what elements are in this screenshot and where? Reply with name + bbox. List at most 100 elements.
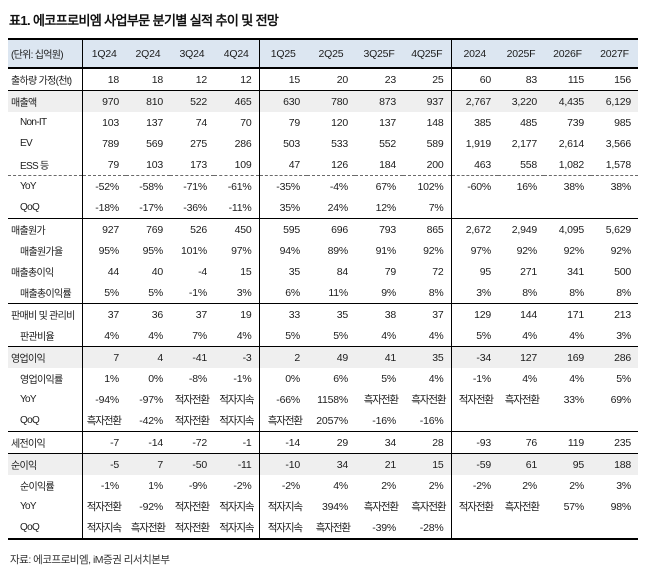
table-row: YoY 적자전환 -92% 적자전환 적자지속 적자지속 394% 흑자전환 흑자전환 적자전환 흑…: [8, 496, 638, 517]
row-label: 매출액: [8, 90, 83, 112]
row-label: 순이익률: [8, 475, 83, 496]
value-cell: 97%: [470, 244, 492, 257]
value-cell: 92%: [610, 244, 632, 257]
row-label: YoY: [8, 175, 83, 197]
value-cell: 144: [498, 303, 544, 325]
table-row: 매출원가 927 769 526 450 595 696 793 865 2,672 2,949 4,…: [8, 218, 638, 240]
value-cell: [498, 197, 544, 219]
value-cell: 0%: [148, 372, 163, 385]
value-cell: -10: [259, 453, 307, 475]
value-cell: 적자지속: [86, 522, 122, 534]
value-cell: -2%: [281, 479, 300, 492]
value-cell: [591, 197, 638, 219]
value-cell: 적자전환: [174, 522, 210, 534]
value-cell: 137: [379, 116, 396, 129]
table-row: 순이익 -5 7 -50 -11 -10 34 21 15 -59 61 95 188: [8, 453, 638, 475]
value-cell: 8%: [616, 286, 631, 299]
table-row: 매출총이익 44 40 -4 15 35 84 79 72 95 271 341 500: [8, 261, 638, 282]
value-cell: 275: [190, 137, 207, 150]
value-cell: 91%: [375, 244, 397, 257]
value-cell: 76: [498, 431, 544, 454]
value-cell: 적자전환: [458, 394, 494, 406]
value-cell: -52%: [82, 175, 126, 197]
table-row: QoQ 흑자전환 -42% 적자전환 적자지속 흑자전환 2057% -16% -16%: [8, 410, 638, 432]
value-cell: 793: [355, 218, 403, 240]
value-cell: 5%: [104, 286, 119, 299]
value-cell: -14: [126, 431, 170, 454]
value-cell: 115: [567, 73, 584, 86]
value-cell: 97%: [214, 240, 260, 261]
value-cell: -97%: [139, 393, 163, 406]
value-cell: 235: [591, 431, 638, 454]
value-cell: 적자지속: [214, 517, 260, 539]
value-cell: 15: [288, 73, 300, 86]
row-label: 매출원가: [8, 218, 83, 240]
value-cell: 2,767: [451, 90, 498, 112]
value-cell: 2,614: [558, 137, 584, 150]
value-cell: 적자지속: [267, 522, 303, 534]
value-cell: 34: [307, 453, 355, 475]
value-cell: 3%: [616, 479, 631, 492]
value-cell: 1158%: [317, 393, 348, 406]
value-cell: 60: [479, 73, 491, 86]
value-cell: 적자지속: [267, 501, 303, 513]
value-cell: 4%: [148, 329, 163, 342]
value-cell: 630: [259, 90, 307, 112]
value-cell: 450: [214, 218, 260, 240]
value-cell: -11: [214, 453, 260, 475]
column-header: 2024: [451, 39, 498, 69]
value-cell: 102%: [403, 175, 452, 197]
value-cell: 5%: [476, 329, 491, 342]
value-cell: 696: [307, 218, 355, 240]
value-cell: [451, 410, 498, 432]
row-label: 영업이익률: [8, 368, 83, 389]
value-cell: 101%: [180, 244, 207, 257]
value-cell: 35: [307, 303, 355, 325]
value-cell: 47: [288, 158, 300, 171]
value-cell: 15: [214, 261, 260, 282]
value-cell: 9%: [381, 286, 396, 299]
value-cell: 137: [146, 116, 163, 129]
value-cell: -2%: [214, 475, 260, 496]
value-cell: -4%: [307, 175, 355, 197]
value-cell: 2,177: [511, 137, 537, 150]
value-cell: 156: [614, 73, 631, 86]
value-cell: -71%: [170, 175, 214, 197]
value-cell: 38%: [544, 175, 591, 197]
value-cell: 16%: [498, 175, 544, 197]
value-cell: 503: [283, 137, 300, 150]
value-cell: 589: [403, 133, 452, 154]
value-cell: 873: [355, 90, 403, 112]
value-cell: 4%: [403, 368, 452, 389]
value-cell: 780: [307, 90, 355, 112]
value-cell: 24%: [327, 201, 349, 214]
value-cell: -72: [170, 431, 214, 454]
column-header: 2027F: [591, 39, 638, 69]
value-cell: 적자전환: [86, 501, 122, 513]
value-cell: 7%: [192, 329, 207, 342]
value-cell: 20: [336, 73, 348, 86]
value-cell: 적자지속: [214, 496, 260, 517]
row-label: 판관비율: [8, 325, 83, 347]
value-cell: 5%: [333, 329, 348, 342]
value-cell: 4%: [214, 325, 260, 347]
value-cell: -61%: [214, 175, 260, 197]
row-label: YoY: [8, 496, 83, 517]
value-cell: 6%: [333, 372, 348, 385]
financial-table: (단위: 십억원) 1Q24 2Q24 3Q24 4Q24 1Q25 2Q25 3Q25F 4…: [8, 38, 638, 540]
value-cell: 5%: [616, 372, 631, 385]
row-label: 영업이익: [8, 346, 83, 368]
value-cell: 937: [403, 90, 452, 112]
table-row: 영업이익 7 4 -41 -3 2 49 41 35 -34 127 169 286: [8, 346, 638, 368]
value-cell: -66%: [276, 393, 300, 406]
value-cell: -42%: [139, 414, 163, 427]
row-label: 매출원가율: [8, 240, 83, 261]
value-cell: 2%: [381, 479, 396, 492]
value-cell: 103: [146, 158, 163, 171]
value-cell: 89%: [327, 244, 349, 257]
value-cell: 흑자전환: [363, 501, 399, 513]
value-cell: 526: [170, 218, 214, 240]
column-header: 3Q24: [170, 39, 214, 69]
value-cell: 25: [403, 68, 452, 91]
